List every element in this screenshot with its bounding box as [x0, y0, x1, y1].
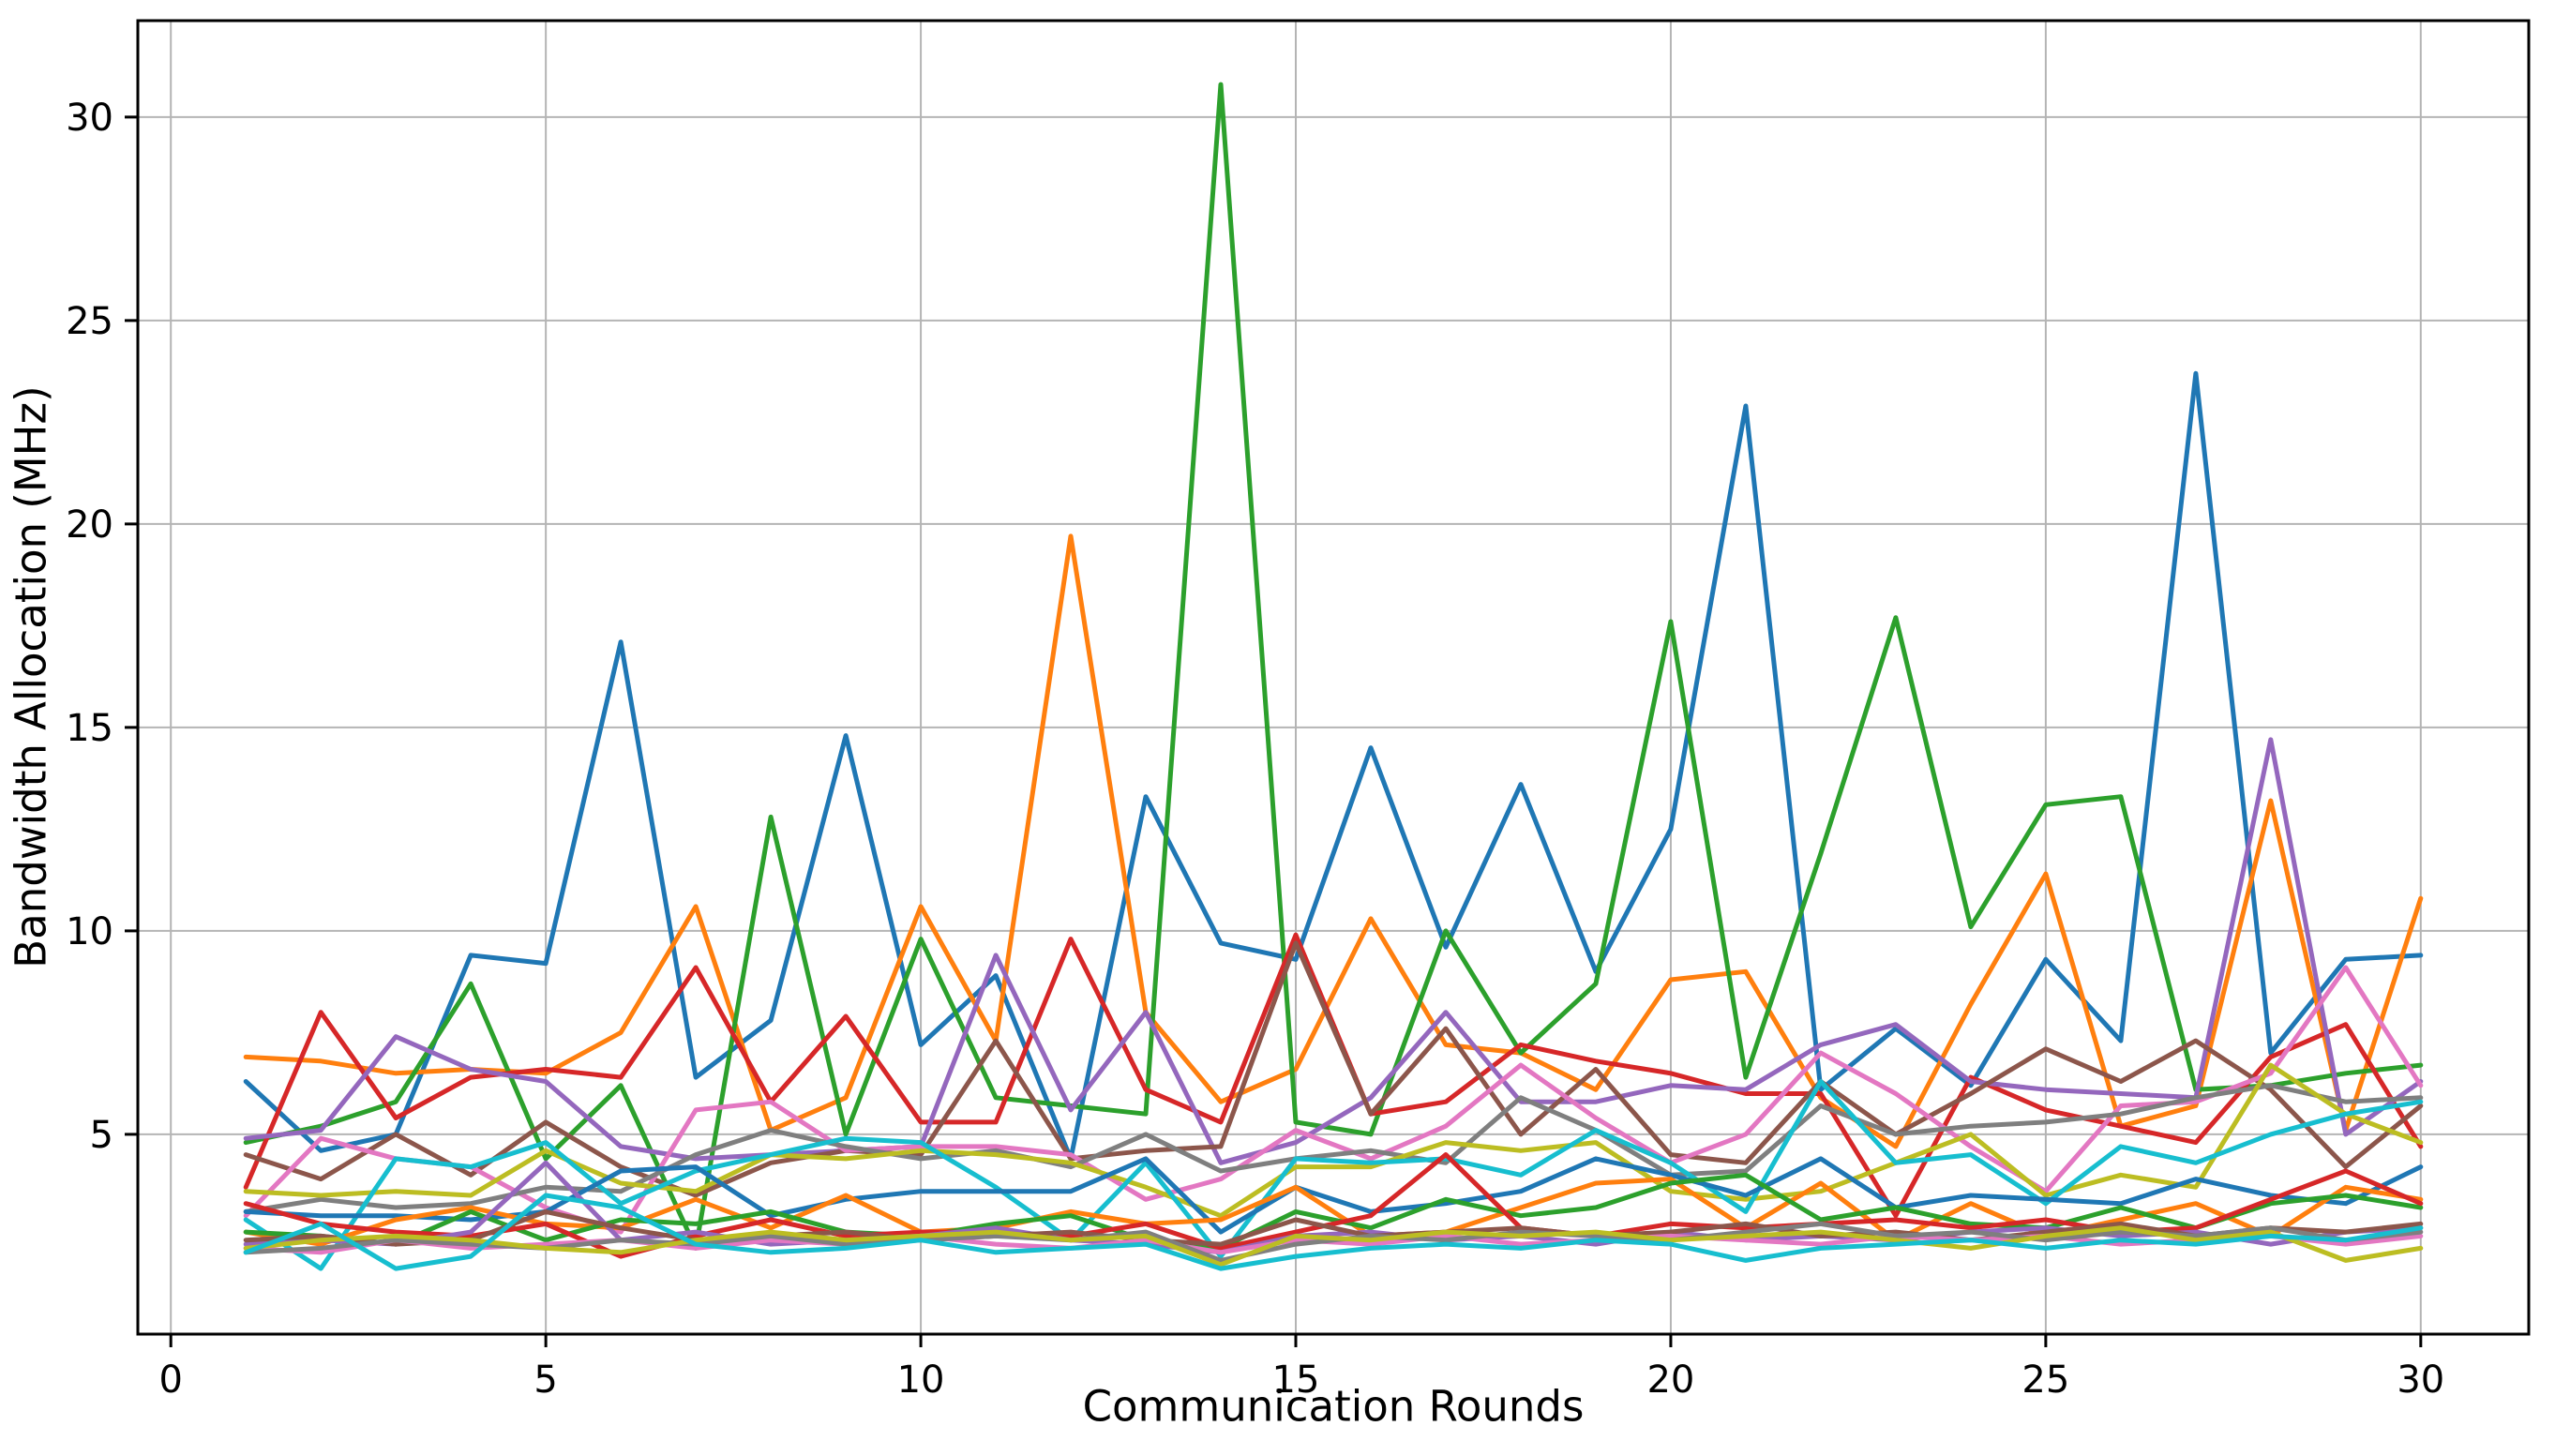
- y-tick-label: 5: [90, 1114, 113, 1157]
- y-tick-label: 20: [66, 503, 113, 547]
- x-tick-label: 0: [158, 1358, 182, 1402]
- x-tick-label: 15: [1272, 1358, 1320, 1402]
- x-tick-label: 5: [534, 1358, 557, 1402]
- x-tick-label: 10: [897, 1358, 945, 1402]
- y-tick-label: 25: [66, 300, 113, 343]
- series-line-series-10: [243, 1079, 2424, 1271]
- series-line-series-20: [243, 1193, 2424, 1271]
- series-line-series-1: [243, 370, 2424, 1162]
- x-tick-label: 20: [1646, 1358, 1694, 1402]
- x-tick-label: 25: [2021, 1358, 2069, 1402]
- series-line-series-6: [243, 940, 2424, 1198]
- series-line-series-4: [243, 932, 2424, 1219]
- x-tick-label: 30: [2397, 1358, 2444, 1402]
- series-line-series-5: [243, 737, 2424, 1165]
- y-tick-label: 30: [66, 97, 113, 140]
- series-line-series-11: [243, 1156, 2424, 1235]
- plot-border: [136, 19, 2531, 1336]
- series-line-series-19: [243, 1225, 2424, 1268]
- series-line-series-16: [243, 1208, 2424, 1247]
- y-tick-label: 15: [66, 707, 113, 750]
- series-line-series-3: [243, 82, 2424, 1251]
- x-axis-label: Communication Rounds: [1082, 1381, 1585, 1432]
- y-axis-label: Bandwidth Allocation (MHz): [6, 385, 56, 968]
- series-line-series-2: [243, 533, 2424, 1149]
- y-tick-label: 10: [66, 910, 113, 953]
